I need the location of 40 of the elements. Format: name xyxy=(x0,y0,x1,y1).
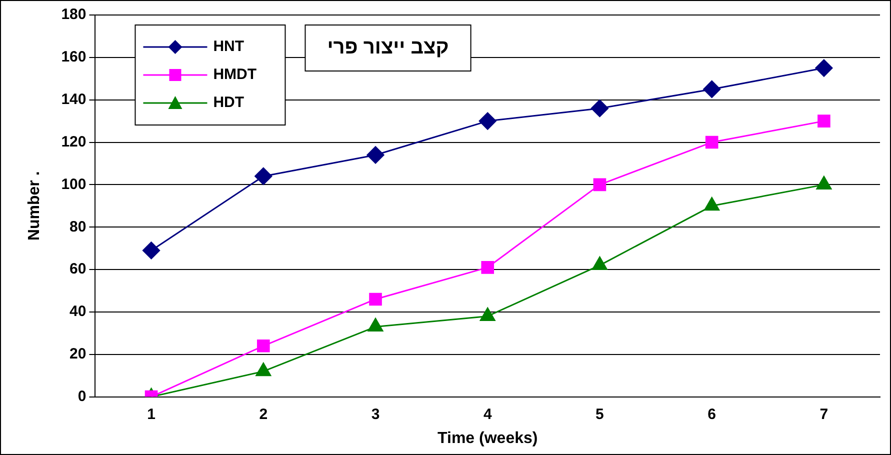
point xyxy=(142,242,160,260)
y-tick-label: 80 xyxy=(70,218,86,236)
point xyxy=(369,292,382,306)
point xyxy=(480,307,496,321)
point xyxy=(478,112,496,130)
point xyxy=(815,59,833,77)
point xyxy=(593,178,606,192)
x-tick-label: 4 xyxy=(483,406,492,423)
y-tick-label: 180 xyxy=(61,6,86,24)
x-tick-label: 3 xyxy=(371,406,380,423)
y-tick-label: 140 xyxy=(61,90,86,108)
y-tick-label: 20 xyxy=(70,346,86,363)
point xyxy=(818,114,830,128)
x-tick-label: 1 xyxy=(147,406,156,423)
y-tick-label: 60 xyxy=(70,260,86,278)
point xyxy=(590,100,608,118)
y-tick-label: 120 xyxy=(61,133,86,150)
point xyxy=(704,197,720,211)
x-tick-label: 2 xyxy=(259,406,268,423)
y-tick-label: 100 xyxy=(61,176,86,193)
point xyxy=(703,80,721,98)
y-tick-label: 160 xyxy=(61,48,86,66)
y-axis-title: Number . xyxy=(26,171,44,241)
point xyxy=(592,256,608,270)
x-tick-label: 7 xyxy=(820,406,828,423)
point xyxy=(256,362,272,376)
legend-label: HNT xyxy=(213,38,244,56)
text: קצב ייצור פרי xyxy=(327,36,449,59)
x-axis-title: Time (weeks) xyxy=(438,430,538,447)
legend-label: HDT xyxy=(213,94,244,112)
x-tick-label: 5 xyxy=(596,406,604,423)
legend-label: HMDT xyxy=(213,66,257,84)
point xyxy=(366,146,384,164)
point xyxy=(368,318,384,332)
y-tick-label: 0 xyxy=(78,388,86,405)
point xyxy=(481,261,494,274)
point xyxy=(705,136,718,149)
point xyxy=(254,167,272,185)
y-tick-label: 40 xyxy=(70,303,86,320)
x-tick-label: 6 xyxy=(708,406,716,423)
